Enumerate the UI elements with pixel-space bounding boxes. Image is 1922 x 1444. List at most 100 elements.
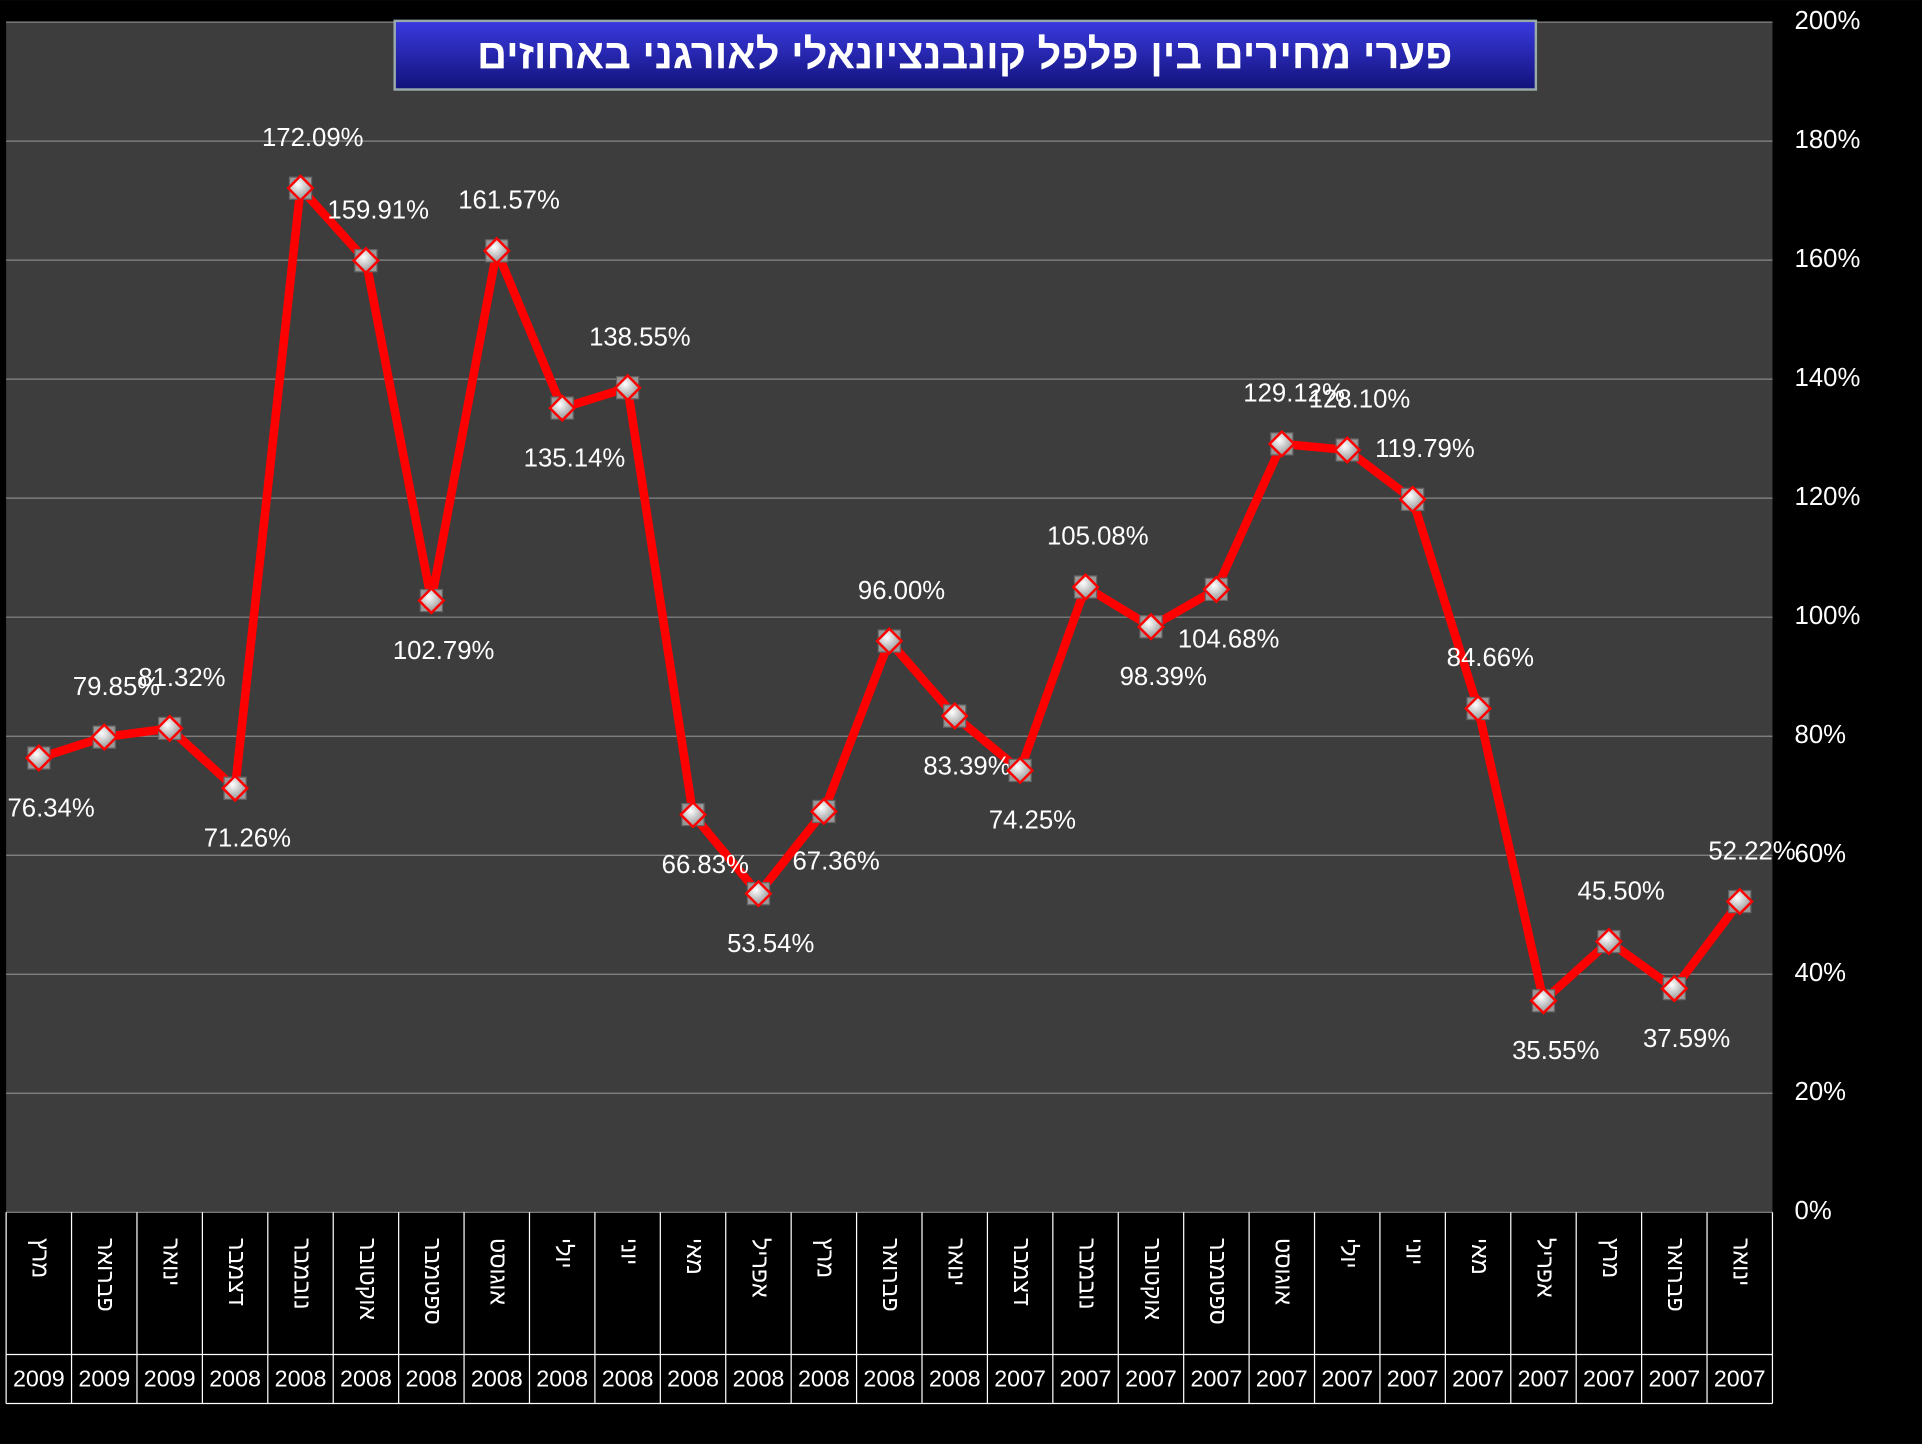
x-year-label: 2007 — [1387, 1365, 1439, 1391]
data-label: 79.85% — [73, 673, 160, 701]
x-tick-label: אוגוסט — [1271, 1238, 1297, 1305]
x-year-label: 2007 — [994, 1365, 1046, 1391]
x-year-label: 2008 — [733, 1365, 785, 1391]
x-tick-label: ינואר — [944, 1238, 970, 1286]
marker — [1398, 485, 1427, 514]
x-tick-label: יולי — [551, 1238, 577, 1268]
marker — [744, 879, 773, 908]
y-tick-label: 120% — [1795, 483, 1861, 511]
x-year-label: 2007 — [1583, 1365, 1635, 1391]
marker — [1529, 986, 1558, 1015]
x-tick-label: נובמבר — [1074, 1238, 1100, 1309]
y-tick-label: 60% — [1795, 840, 1847, 868]
x-tick-label: ינואר — [1729, 1238, 1755, 1286]
y-tick-label: 0% — [1795, 1197, 1832, 1225]
x-year-label: 2008 — [275, 1365, 327, 1391]
data-label: 81.32% — [138, 664, 225, 692]
x-year-label: 2007 — [1518, 1365, 1570, 1391]
x-tick-label: פברואר — [93, 1238, 119, 1312]
x-tick-label: אפריל — [1532, 1238, 1558, 1298]
x-tick-label: מרץ — [813, 1238, 839, 1278]
marker — [1333, 435, 1362, 464]
x-year-label: 2007 — [1452, 1365, 1504, 1391]
x-tick-label: אוגוסט — [486, 1238, 512, 1305]
x-tick-label: מאי — [682, 1238, 708, 1275]
data-label: 96.00% — [858, 577, 945, 605]
data-label: 71.26% — [204, 825, 291, 853]
x-tick-label: יוני — [1401, 1238, 1427, 1265]
data-label: 67.36% — [792, 848, 879, 876]
y-tick-label: 80% — [1795, 721, 1847, 749]
y-tick-label: 100% — [1795, 602, 1861, 630]
x-tick-label: אוקטובר — [1140, 1238, 1166, 1320]
x-tick-label: יולי — [1336, 1238, 1362, 1268]
y-tick-label: 40% — [1795, 959, 1847, 987]
x-year-label: 2008 — [863, 1365, 915, 1391]
x-year-label: 2007 — [1714, 1365, 1766, 1391]
y-tick-label: 200% — [1795, 7, 1861, 35]
x-year-label: 2009 — [13, 1365, 65, 1391]
x-year-label: 2007 — [1648, 1365, 1700, 1391]
x-year-label: 2008 — [602, 1365, 654, 1391]
y-tick-label: 160% — [1795, 245, 1861, 273]
y-tick-label: 180% — [1795, 126, 1861, 154]
marker — [1136, 612, 1165, 641]
x-year-label: 2008 — [405, 1365, 457, 1391]
y-tick-label: 20% — [1795, 1078, 1847, 1106]
marker — [940, 702, 969, 731]
data-label: 172.09% — [262, 124, 364, 152]
marker — [1202, 575, 1231, 604]
data-label: 128.10% — [1309, 386, 1411, 414]
x-year-label: 2008 — [340, 1365, 392, 1391]
x-year-label: 2008 — [536, 1365, 588, 1391]
data-label: 105.08% — [1047, 523, 1149, 551]
marker — [1071, 572, 1100, 601]
data-label: 35.55% — [1512, 1037, 1599, 1065]
marker — [155, 714, 184, 743]
data-label: 98.39% — [1120, 663, 1207, 691]
data-label: 52.22% — [1708, 837, 1795, 865]
marker — [286, 174, 315, 203]
marker — [351, 246, 380, 275]
data-label: 102.79% — [393, 637, 495, 665]
data-label: 66.83% — [662, 851, 749, 879]
data-label: 138.55% — [589, 324, 691, 352]
data-label: 84.66% — [1447, 644, 1534, 672]
x-tick-label: מרץ — [28, 1238, 54, 1278]
x-tick-label: ינואר — [159, 1238, 185, 1286]
marker — [1660, 974, 1689, 1003]
marker — [809, 797, 838, 826]
marker — [221, 774, 250, 803]
marker — [417, 586, 446, 615]
marker — [482, 236, 511, 265]
data-label: 161.57% — [458, 187, 560, 215]
x-year-label: 2008 — [667, 1365, 719, 1391]
marker — [548, 394, 577, 423]
marker — [1464, 694, 1493, 723]
data-label: 76.34% — [7, 794, 94, 822]
x-year-label: 2009 — [144, 1365, 196, 1391]
marker — [1594, 927, 1623, 956]
x-tick-label: מאי — [1467, 1238, 1493, 1275]
marker — [1006, 756, 1035, 785]
data-label: 74.25% — [989, 807, 1076, 835]
x-year-label: 2009 — [78, 1365, 130, 1391]
marker — [1267, 429, 1296, 458]
marker — [875, 627, 904, 655]
x-tick-label: אוקטובר — [355, 1238, 381, 1320]
data-label: 119.79% — [1375, 435, 1475, 463]
x-tick-label: ספטמבר — [420, 1238, 446, 1325]
data-label: 83.39% — [923, 752, 1010, 780]
x-year-label: 2007 — [1191, 1365, 1243, 1391]
x-year-label: 2007 — [1060, 1365, 1112, 1391]
data-label: 53.54% — [727, 930, 814, 958]
data-label: 45.50% — [1578, 877, 1665, 905]
marker — [613, 373, 642, 402]
x-tick-label: פברואר — [878, 1238, 904, 1312]
data-label: 135.14% — [524, 444, 626, 472]
marker — [679, 800, 708, 829]
x-tick-label: דצמבר — [224, 1238, 250, 1306]
marker — [1725, 887, 1754, 916]
x-year-label: 2008 — [209, 1365, 261, 1391]
